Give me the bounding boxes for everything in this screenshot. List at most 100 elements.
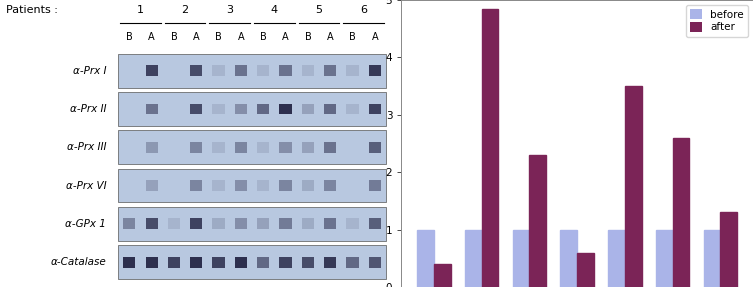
Bar — [324, 104, 337, 115]
Bar — [346, 104, 358, 115]
Text: α-Prx VI: α-Prx VI — [66, 181, 106, 191]
Bar — [235, 142, 247, 153]
Text: 1: 1 — [137, 5, 144, 15]
Bar — [235, 180, 247, 191]
Bar — [257, 218, 270, 229]
Bar — [656, 230, 672, 287]
Bar — [118, 92, 386, 126]
Bar — [235, 218, 247, 229]
Bar — [417, 230, 434, 287]
Text: 5: 5 — [316, 5, 322, 15]
Bar — [118, 131, 386, 164]
Bar — [145, 257, 158, 267]
Bar — [324, 257, 337, 267]
Text: B: B — [349, 32, 356, 42]
Bar — [672, 138, 689, 287]
Text: B: B — [304, 32, 311, 42]
Bar — [145, 180, 158, 191]
Text: 6: 6 — [360, 5, 367, 15]
Text: A: A — [148, 32, 155, 42]
Text: A: A — [238, 32, 244, 42]
Bar — [324, 180, 337, 191]
Text: B: B — [215, 32, 222, 42]
Bar — [191, 104, 203, 115]
Bar — [369, 142, 381, 153]
Bar — [145, 142, 158, 153]
Bar — [346, 65, 358, 76]
Bar — [168, 218, 180, 229]
Bar — [302, 180, 314, 191]
Bar — [721, 212, 737, 287]
Bar — [279, 218, 291, 229]
Bar — [324, 142, 337, 153]
Text: B: B — [126, 32, 133, 42]
Bar — [703, 230, 721, 287]
Bar — [369, 180, 381, 191]
Bar — [369, 65, 381, 76]
Bar — [625, 86, 642, 287]
Bar — [529, 155, 546, 287]
Bar — [279, 65, 291, 76]
Bar — [369, 104, 381, 115]
Bar — [369, 218, 381, 229]
Text: α-Prx II: α-Prx II — [70, 104, 106, 114]
Bar — [346, 218, 358, 229]
Bar — [257, 104, 270, 115]
Bar — [302, 257, 314, 267]
Bar — [257, 142, 270, 153]
Bar — [279, 104, 291, 115]
Bar — [212, 257, 224, 267]
Bar — [235, 65, 247, 76]
Bar — [369, 257, 381, 267]
Bar — [513, 230, 529, 287]
Bar — [191, 257, 203, 267]
Text: α-GPx 1: α-GPx 1 — [66, 219, 106, 229]
Text: B: B — [171, 32, 178, 42]
Bar — [608, 230, 625, 287]
Text: 3: 3 — [226, 5, 233, 15]
Bar — [302, 65, 314, 76]
Bar — [279, 180, 291, 191]
Bar — [279, 142, 291, 153]
Bar — [191, 218, 203, 229]
Bar — [212, 142, 224, 153]
Legend: before, after: before, after — [686, 5, 748, 37]
Bar — [235, 104, 247, 115]
Bar — [235, 257, 247, 267]
Bar — [324, 218, 337, 229]
Bar — [168, 257, 180, 267]
Bar — [191, 65, 203, 76]
Bar — [212, 180, 224, 191]
Bar — [257, 257, 270, 267]
Bar — [434, 264, 451, 287]
Text: A: A — [371, 32, 378, 42]
Bar — [482, 9, 498, 287]
Text: A: A — [282, 32, 289, 42]
Bar — [302, 104, 314, 115]
Bar — [346, 257, 358, 267]
Bar — [123, 218, 136, 229]
Bar — [212, 104, 224, 115]
Bar — [191, 142, 203, 153]
Bar — [191, 180, 203, 191]
Text: α-Prx III: α-Prx III — [67, 142, 106, 152]
Text: 4: 4 — [271, 5, 278, 15]
Bar — [118, 207, 386, 241]
Bar — [302, 218, 314, 229]
Bar — [118, 169, 386, 202]
Text: 2: 2 — [181, 5, 189, 15]
Bar — [118, 54, 386, 88]
Bar — [257, 180, 270, 191]
Bar — [145, 65, 158, 76]
Bar — [145, 104, 158, 115]
Bar — [577, 253, 594, 287]
Text: α-Prx I: α-Prx I — [73, 66, 106, 76]
Text: Patients :: Patients : — [6, 5, 58, 15]
Bar — [279, 257, 291, 267]
Bar — [118, 245, 386, 279]
Bar — [212, 218, 224, 229]
Text: A: A — [327, 32, 334, 42]
Text: A: A — [193, 32, 200, 42]
Bar — [145, 218, 158, 229]
Bar — [302, 142, 314, 153]
